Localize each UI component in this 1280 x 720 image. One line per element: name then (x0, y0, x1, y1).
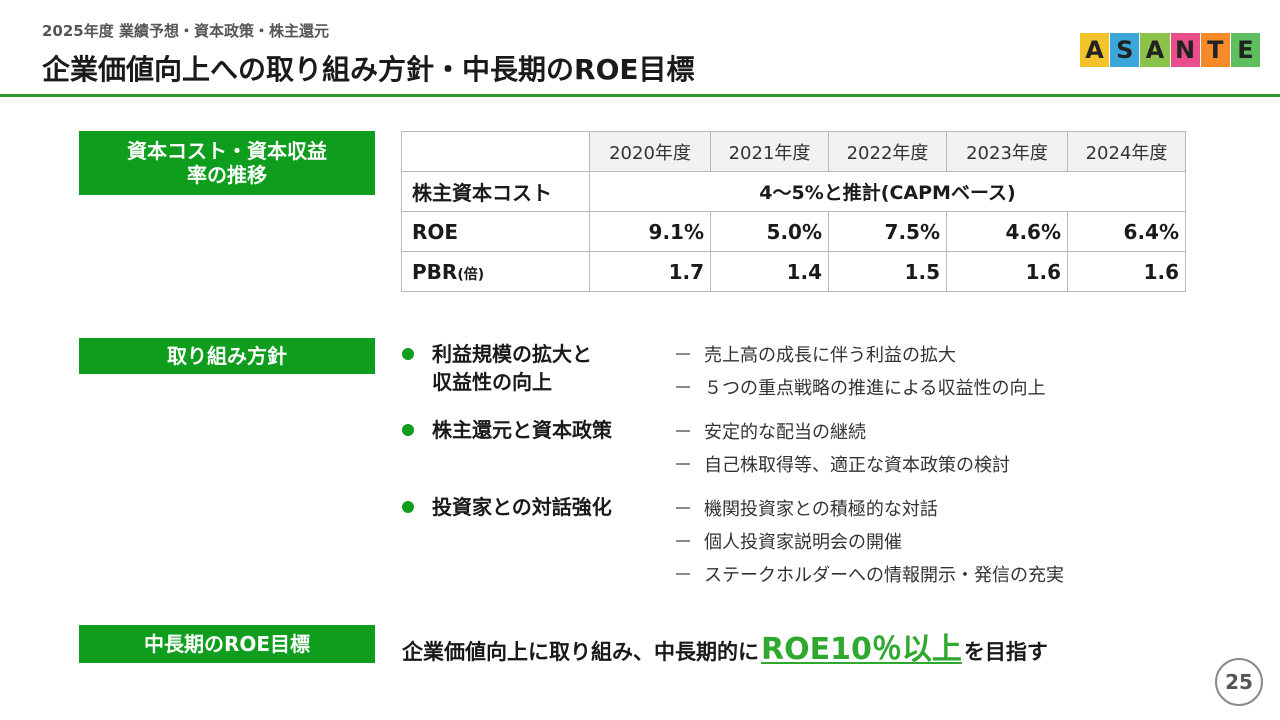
capital-section-label: 資本コスト・資本収益率の推移 (79, 131, 375, 195)
pbr-value: 1.6 (946, 251, 1068, 292)
pbr-label: PBR (412, 259, 458, 284)
cost-row-label: 株主資本コスト (401, 171, 590, 212)
bullet-dot-icon (402, 348, 414, 360)
year-header: 2021年度 (710, 131, 829, 172)
roe-goal-statement: 企業価値向上に取り組み、中長期的に ROE10％以上 を目指す (402, 624, 1048, 668)
dash-icon (676, 540, 690, 542)
policy-title-line: 株主還元と資本政策 (432, 418, 612, 442)
logo-tile: A (1140, 33, 1170, 67)
policy-item: 株主還元と資本政策 (402, 416, 612, 444)
policy-item: 利益規模の拡大と 収益性の向上 (402, 340, 592, 396)
table-row: PBR(倍) 1.7 1.4 1.5 1.6 1.6 (401, 251, 1186, 292)
policy-title-line: 収益性の向上 (432, 370, 552, 394)
policy-subitem: 機関投資家との積極的な対話 (676, 495, 938, 521)
goal-highlight: ROE10％以上 (761, 632, 962, 667)
dash-icon (676, 353, 690, 355)
goal-suffix: を目指す (963, 640, 1048, 664)
logo-tile: A (1080, 33, 1110, 67)
table-corner-cell (401, 131, 590, 172)
dash-icon (676, 507, 690, 509)
pbr-value: 1.5 (828, 251, 947, 292)
title-divider (0, 94, 1280, 97)
pbr-unit: (倍) (457, 266, 485, 283)
roe-value: 4.6% (946, 211, 1068, 252)
year-header: 2020年度 (589, 131, 711, 172)
bullet-dot-icon (402, 501, 414, 513)
goal-prefix: 企業価値向上に取り組み、中長期的に (402, 640, 759, 664)
year-header: 2023年度 (946, 131, 1068, 172)
capital-metrics-table: 2020年度 2021年度 2022年度 2023年度 2024年度 株主資本コ… (401, 131, 1186, 292)
policy-title-line: 利益規模の拡大と (432, 342, 592, 366)
pbr-value: 1.6 (1067, 251, 1186, 292)
roe-value: 6.4% (1067, 211, 1186, 252)
policy-subitem-text: 安定的な配当の継続 (704, 422, 866, 443)
policy-subitem-text: 自己株取得等、適正な資本政策の検討 (704, 455, 1010, 476)
policy-subitem-text: 機関投資家との積極的な対話 (704, 499, 938, 520)
dash-icon (676, 386, 690, 388)
logo-tile: S (1110, 33, 1140, 67)
year-header: 2024年度 (1067, 131, 1186, 172)
roe-value: 5.0% (710, 211, 829, 252)
pbr-value: 1.7 (589, 251, 711, 292)
section-subtitle: 2025年度 業績予想・資本政策・株主還元 (42, 22, 329, 40)
policy-item: 投資家との対話強化 (402, 493, 612, 521)
page-title: 企業価値向上への取り組み方針・中長期のROE目標 (42, 53, 695, 86)
logo-tile: T (1200, 33, 1230, 67)
policy-subitem: 個人投資家説明会の開催 (676, 528, 902, 554)
dash-icon (676, 463, 690, 465)
table-row: ROE 9.1% 5.0% 7.5% 4.6% 6.4% (401, 211, 1186, 252)
policy-subitem: 自己株取得等、適正な資本政策の検討 (676, 451, 1010, 477)
policy-subitem: 売上高の成長に伴う利益の拡大 (676, 341, 956, 367)
policy-subitem: ５つの重点戦略の推進による収益性の向上 (676, 374, 1045, 400)
page-number: 25 (1215, 658, 1263, 706)
table-header-row: 2020年度 2021年度 2022年度 2023年度 2024年度 (401, 131, 1186, 172)
roe-value: 9.1% (589, 211, 711, 252)
policy-title: 利益規模の拡大と 収益性の向上 (432, 340, 592, 396)
year-header: 2022年度 (828, 131, 947, 172)
dash-icon (676, 573, 690, 575)
pbr-value: 1.4 (710, 251, 829, 292)
policy-subitem-text: 個人投資家説明会の開催 (704, 532, 902, 553)
policy-title: 株主還元と資本政策 (432, 416, 612, 444)
logo-tile: E (1230, 33, 1261, 67)
policy-title-line: 投資家との対話強化 (432, 495, 612, 519)
roe-value: 7.5% (828, 211, 947, 252)
policy-subitem-text: 売上高の成長に伴う利益の拡大 (704, 345, 956, 366)
policy-subitem-text: ステークホルダーへの情報開示・発信の充実 (704, 565, 1064, 586)
policy-section-label: 取り組み方針 (79, 338, 375, 374)
logo-tile: N (1170, 33, 1200, 67)
policy-subitem: ステークホルダーへの情報開示・発信の充実 (676, 561, 1064, 587)
pbr-row-label: PBR(倍) (401, 251, 590, 292)
company-logo: A S A N T E (1080, 33, 1261, 67)
bullet-dot-icon (402, 424, 414, 436)
policy-title: 投資家との対話強化 (432, 493, 612, 521)
policy-subitem-text: ５つの重点戦略の推進による収益性の向上 (704, 378, 1046, 399)
table-row: 株主資本コスト 4～5%と推計(CAPMベース) (401, 171, 1186, 212)
roe-row-label: ROE (401, 211, 590, 252)
goal-section-label: 中長期のROE目標 (79, 625, 375, 663)
cost-value: 4～5%と推計(CAPMベース) (589, 171, 1186, 212)
policy-subitem: 安定的な配当の継続 (676, 418, 866, 444)
dash-icon (676, 430, 690, 432)
